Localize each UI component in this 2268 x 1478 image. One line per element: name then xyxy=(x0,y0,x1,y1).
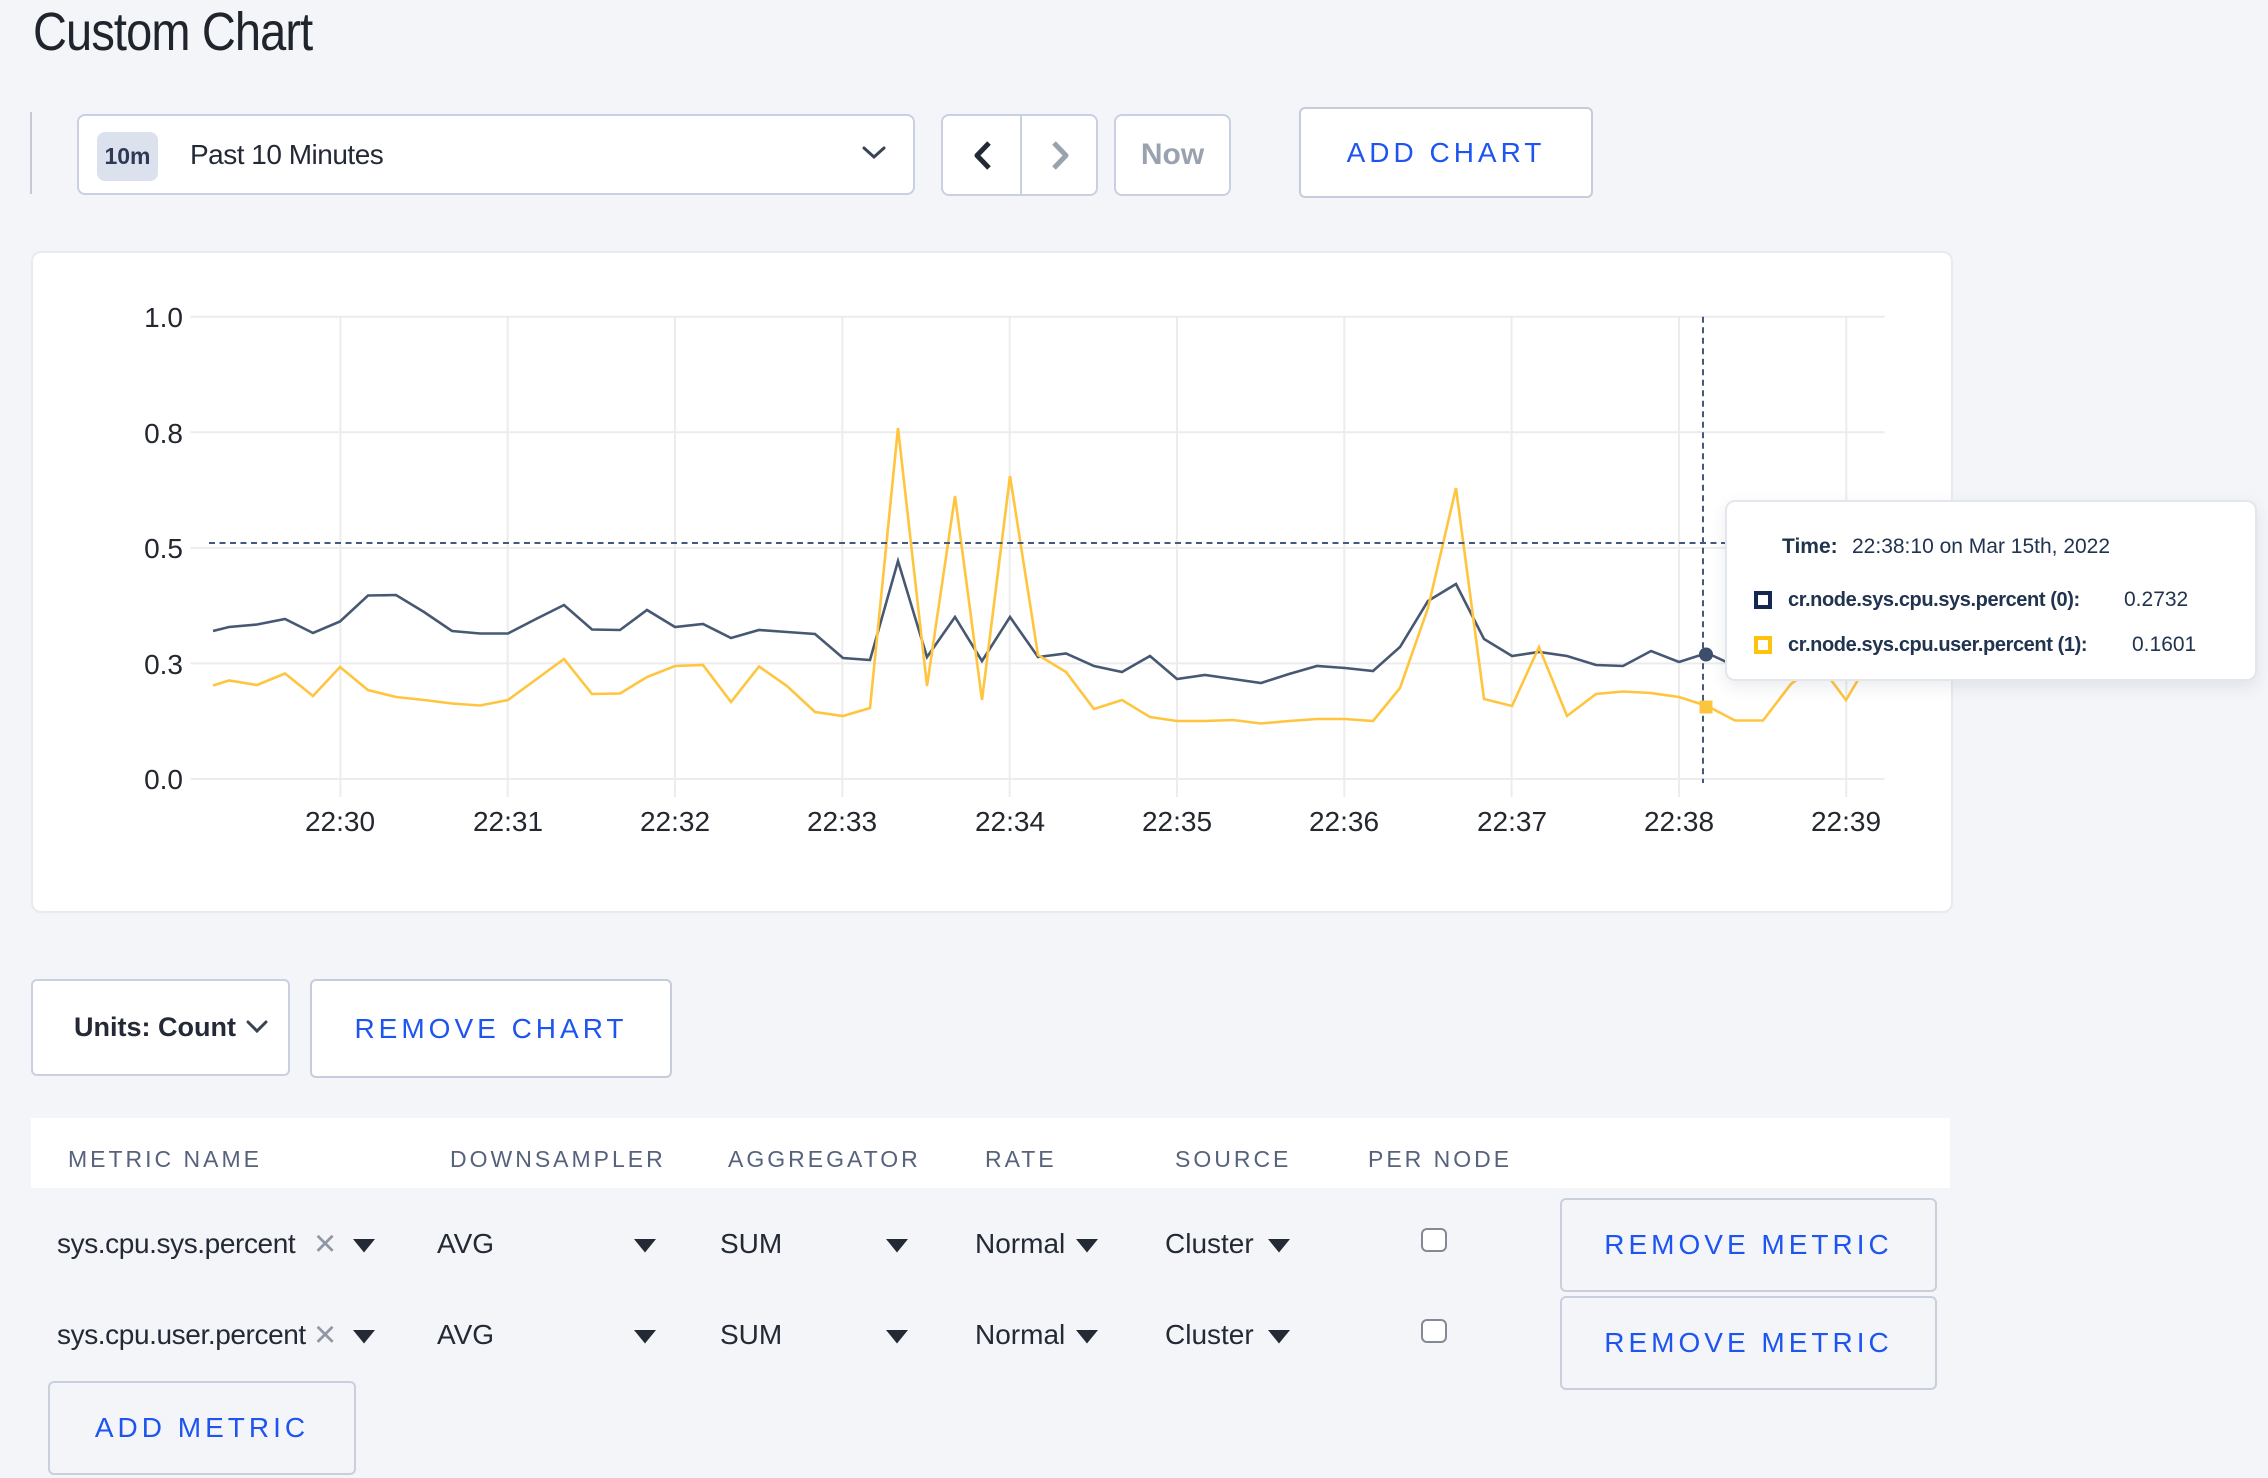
svg-text:1.0: 1.0 xyxy=(144,302,183,333)
svg-text:0.3: 0.3 xyxy=(144,649,183,680)
svg-text:22:38: 22:38 xyxy=(1644,806,1714,837)
svg-text:22:31: 22:31 xyxy=(473,806,543,837)
svg-text:0.0: 0.0 xyxy=(144,764,183,795)
svg-text:22:37: 22:37 xyxy=(1477,806,1547,837)
svg-text:0.8: 0.8 xyxy=(144,418,183,449)
svg-text:22:32: 22:32 xyxy=(640,806,710,837)
svg-text:22:36: 22:36 xyxy=(1309,806,1379,837)
svg-text:22:35: 22:35 xyxy=(1142,806,1212,837)
svg-text:0.5: 0.5 xyxy=(144,533,183,564)
svg-text:22:34: 22:34 xyxy=(975,806,1045,837)
svg-text:22:33: 22:33 xyxy=(807,806,877,837)
svg-text:22:30: 22:30 xyxy=(305,806,375,837)
svg-text:22:39: 22:39 xyxy=(1811,806,1881,837)
